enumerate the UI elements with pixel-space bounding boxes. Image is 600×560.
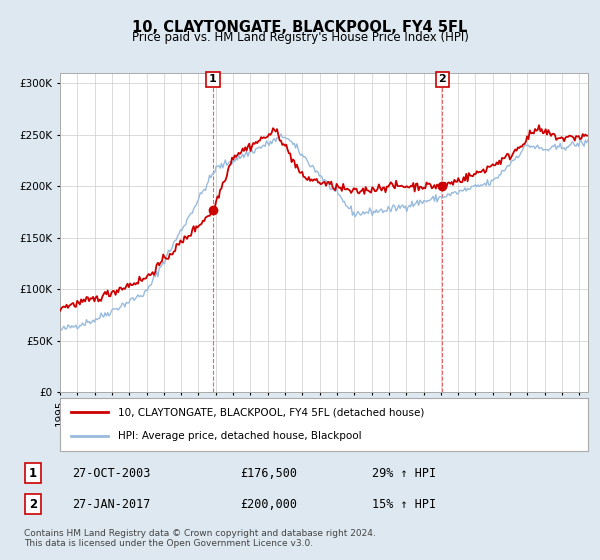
Text: 27-JAN-2017: 27-JAN-2017 — [72, 497, 151, 511]
Text: Price paid vs. HM Land Registry's House Price Index (HPI): Price paid vs. HM Land Registry's House … — [131, 31, 469, 44]
Text: 27-OCT-2003: 27-OCT-2003 — [72, 466, 151, 480]
Text: £176,500: £176,500 — [240, 466, 297, 480]
Text: 1: 1 — [209, 74, 217, 85]
Text: 2: 2 — [29, 497, 37, 511]
Text: 10, CLAYTONGATE, BLACKPOOL, FY4 5FL (detached house): 10, CLAYTONGATE, BLACKPOOL, FY4 5FL (det… — [118, 408, 424, 418]
Text: 2: 2 — [439, 74, 446, 85]
Text: HPI: Average price, detached house, Blackpool: HPI: Average price, detached house, Blac… — [118, 431, 362, 441]
Text: 10, CLAYTONGATE, BLACKPOOL, FY4 5FL: 10, CLAYTONGATE, BLACKPOOL, FY4 5FL — [133, 20, 467, 35]
Text: 15% ↑ HPI: 15% ↑ HPI — [372, 497, 436, 511]
Text: £200,000: £200,000 — [240, 497, 297, 511]
Text: 1: 1 — [29, 466, 37, 480]
Text: 29% ↑ HPI: 29% ↑ HPI — [372, 466, 436, 480]
Text: Contains HM Land Registry data © Crown copyright and database right 2024.
This d: Contains HM Land Registry data © Crown c… — [24, 529, 376, 548]
